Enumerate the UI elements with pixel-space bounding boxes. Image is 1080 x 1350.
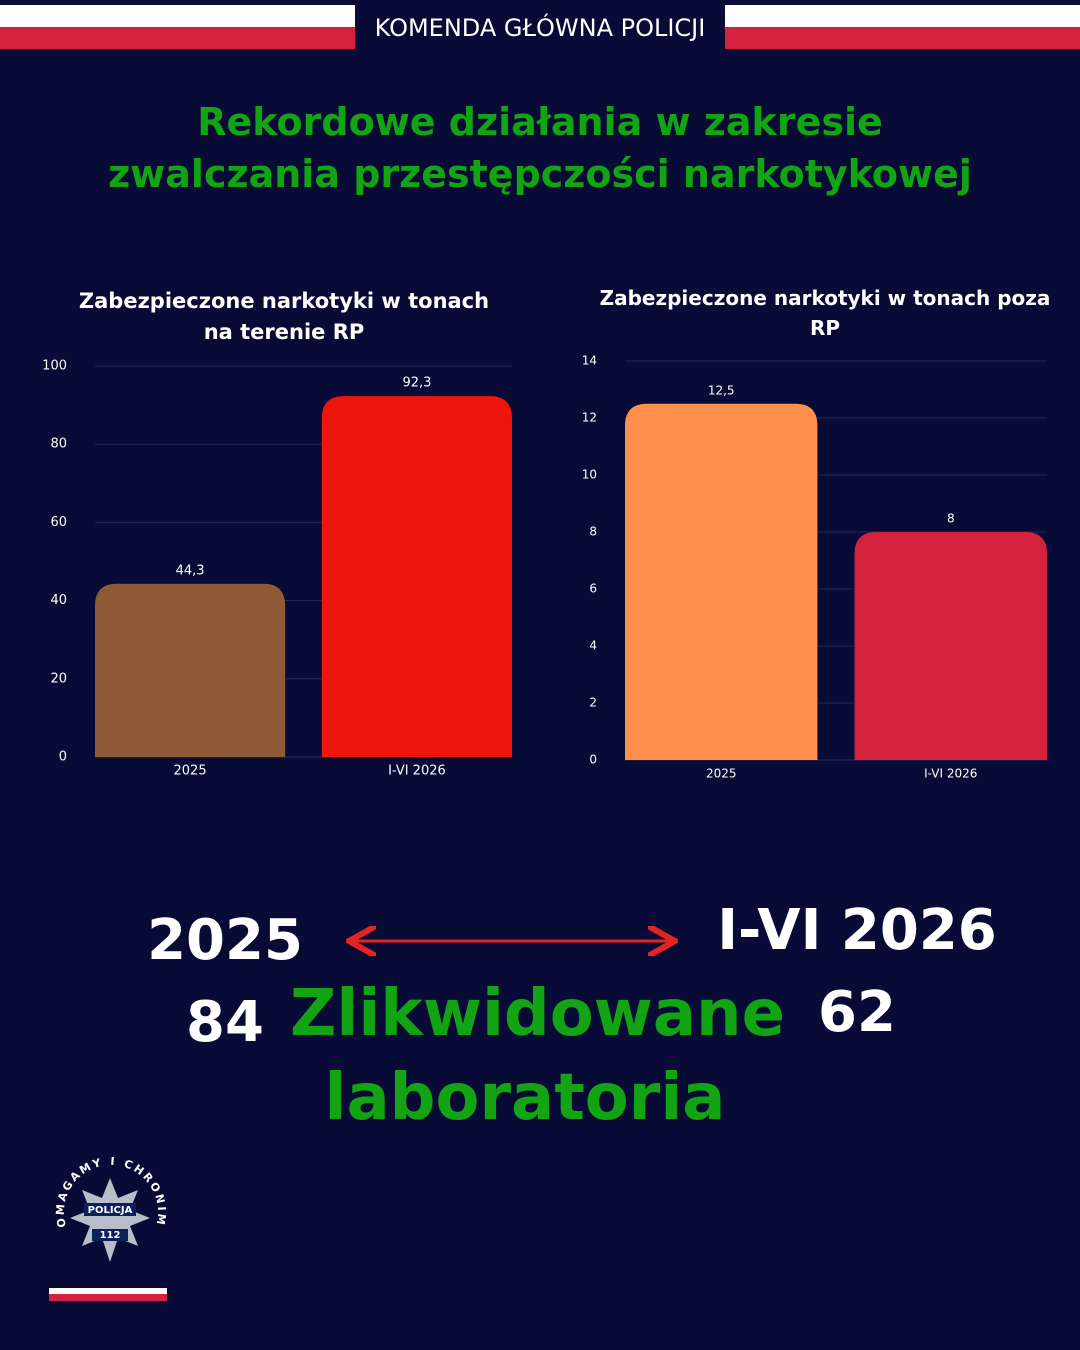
- labs-left-year: 2025: [147, 908, 303, 973]
- y-tick-label: 80: [50, 437, 67, 452]
- logo-number: 112: [100, 1230, 121, 1241]
- labs-label: Zlikwidowane laboratoria: [290, 977, 785, 1135]
- x-tick-label: 2025: [706, 767, 737, 781]
- y-tick-label: 6: [589, 582, 597, 596]
- flag-red: [49, 1294, 167, 1301]
- y-tick-label: 2: [589, 696, 597, 710]
- x-tick-label: 2025: [174, 764, 207, 779]
- logo-name: POLICJA: [88, 1205, 133, 1216]
- bar: [95, 583, 286, 757]
- chart-title: Zabezpieczone narkotyki w tonach poza RP: [599, 286, 1051, 340]
- y-tick-label: 40: [50, 593, 67, 608]
- y-tick-label: 100: [42, 359, 67, 374]
- flag-white: [49, 1288, 167, 1294]
- chart-title: Zabezpieczone narkotyki w tonach na tere…: [78, 289, 490, 344]
- value-label: 12,5: [708, 383, 735, 397]
- flag-white: [725, 5, 1080, 27]
- logo-band: [92, 1229, 128, 1241]
- y-tick-label: 4: [589, 639, 597, 653]
- y-tick-label: 60: [50, 515, 67, 530]
- y-tick-label: 10: [582, 468, 597, 482]
- labs-left-value: 84: [186, 990, 264, 1055]
- labs-right-value: 62: [818, 980, 896, 1045]
- y-tick-label: 0: [589, 753, 597, 767]
- y-tick-label: 20: [50, 671, 67, 686]
- header-text: KOMENDA GŁÓWNA POLICJI: [374, 14, 706, 42]
- bar: [854, 532, 1047, 760]
- y-tick-label: 12: [582, 411, 597, 425]
- x-tick-label: I-VI 2026: [924, 767, 977, 781]
- value-label: 44,3: [176, 563, 205, 578]
- logo-band: [84, 1203, 136, 1216]
- labs-right-year: I-VI 2026: [717, 898, 997, 963]
- logo-star: [70, 1178, 150, 1262]
- flag-red: [725, 27, 1080, 49]
- bar: [321, 396, 512, 757]
- value-label: 8: [947, 512, 955, 526]
- bar: [625, 403, 818, 760]
- flag-white: [0, 5, 355, 27]
- y-tick-label: 0: [59, 750, 67, 765]
- main-title: Rekordowe działania w zakresie zwalczani…: [108, 100, 972, 196]
- y-tick-label: 14: [582, 354, 597, 368]
- value-label: 92,3: [402, 376, 431, 391]
- flag-red: [0, 27, 355, 49]
- y-tick-label: 8: [589, 525, 597, 539]
- x-tick-label: I-VI 2026: [388, 764, 446, 779]
